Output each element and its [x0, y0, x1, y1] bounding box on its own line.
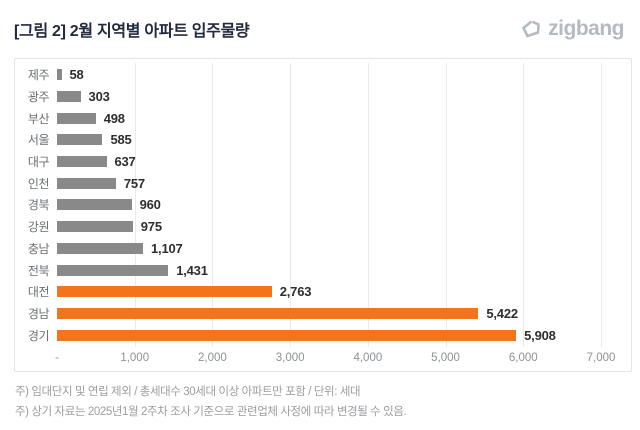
header: [그림 2] 2월 지역별 아파트 입주물량 zigbang	[0, 0, 640, 46]
chart-row: 인천 757	[15, 172, 631, 194]
zigbang-logo: zigbang	[519, 17, 624, 41]
x-tick-label: -	[55, 352, 59, 364]
chart-row: 경기 5,908	[15, 324, 631, 346]
bar-track: 498	[57, 107, 601, 129]
category-label: 충남	[27, 241, 50, 256]
gridline	[445, 63, 447, 347]
category-label: 대전	[27, 285, 50, 300]
chart-row: 부산 498	[15, 107, 631, 129]
bar-track: 637	[57, 151, 601, 173]
bar-track: 757	[57, 172, 601, 194]
gridline	[212, 63, 214, 347]
bar	[57, 134, 103, 146]
chart-row: 제주 58	[15, 64, 631, 86]
chart-row: 강원 975	[15, 216, 631, 238]
category-label: 강원	[27, 220, 50, 235]
bar-track: 1,431	[57, 259, 601, 281]
category-label: 부산	[27, 111, 50, 126]
footnotes: 주) 임대단지 및 연립 제외 / 총세대수 30세대 이상 아파트만 포함 /…	[15, 382, 407, 422]
chart-title: [그림 2] 2월 지역별 아파트 입주물량	[14, 22, 250, 40]
category-label: 대구	[27, 155, 50, 170]
category-label: 전북	[27, 263, 50, 278]
value-label: 498	[103, 110, 125, 126]
value-label: 637	[114, 154, 136, 170]
footnote-line: 주) 임대단지 및 연립 제외 / 총세대수 30세대 이상 아파트만 포함 /…	[15, 386, 361, 398]
bar	[57, 112, 96, 124]
zigbang-house-icon	[519, 17, 543, 41]
bar-track: 960	[57, 194, 601, 216]
chart-rows: 제주 58 광주 303 부산 498 서울 585 대구 637 인천 757 경북 960 강원 975 충…	[15, 64, 631, 346]
gridline	[134, 63, 136, 347]
bar	[57, 69, 62, 81]
bar	[57, 264, 169, 276]
chart-row: 충남 1,107	[15, 238, 631, 260]
value-label: 2,763	[279, 284, 312, 300]
category-label: 경기	[27, 328, 50, 343]
x-axis: - 1,000 2,000 3,000 4,000 5,000 6,000 7,000	[55, 352, 615, 370]
bar	[57, 199, 132, 211]
chart-card: 제주 58 광주 303 부산 498 서울 585 대구 637 인천 757 경북 960 강원 975 충…	[14, 58, 632, 372]
category-label: 제주	[27, 68, 50, 83]
plot-area: 제주 58 광주 303 부산 498 서울 585 대구 637 인천 757 경북 960 강원 975 충…	[15, 59, 631, 371]
category-label: 서울	[27, 133, 50, 148]
value-label: 757	[123, 175, 145, 191]
x-tick-label: 5,000	[431, 352, 460, 364]
category-label: 인천	[27, 176, 50, 191]
bar-track: 2,763	[57, 281, 601, 303]
x-tick-label: 3,000	[275, 352, 305, 364]
bar	[57, 177, 116, 189]
bar-track: 5,908	[57, 324, 601, 346]
value-label: 1,431	[176, 262, 208, 278]
bar	[57, 307, 479, 319]
chart-row: 전북 1,431	[15, 259, 631, 281]
x-tick-label: 7,000	[586, 352, 616, 364]
chart-row: 광주 303	[15, 86, 631, 108]
x-tick-label: 6,000	[508, 352, 538, 364]
bar	[57, 91, 81, 103]
value-label: 960	[139, 197, 161, 213]
value-label: 5,422	[486, 305, 518, 321]
bar	[57, 242, 144, 254]
chart-row: 서울 585	[15, 129, 631, 151]
chart-row: 경남 5,422	[15, 303, 631, 325]
x-tick-label: 4,000	[353, 352, 383, 364]
category-label: 경남	[27, 306, 50, 321]
value-label: 585	[110, 132, 132, 148]
bar	[57, 156, 107, 168]
value-label: 975	[140, 219, 162, 235]
gridline	[367, 63, 369, 347]
gridline	[601, 63, 602, 347]
value-label: 1,107	[151, 240, 183, 256]
gridlines	[57, 63, 602, 347]
zigbang-logo-text: zigbang	[548, 16, 624, 40]
bar-track: 585	[57, 129, 601, 151]
bar-track: 303	[57, 86, 601, 108]
value-label: 303	[88, 89, 110, 105]
bar-track: 58	[57, 64, 601, 86]
gridline	[523, 63, 525, 347]
bar-track: 1,107	[57, 238, 601, 260]
bar	[57, 286, 272, 298]
bar-track: 975	[57, 216, 601, 238]
category-label: 경북	[27, 198, 50, 213]
footnote-line: 주) 상기 자료는 2025년1월 2주차 조사 기준으로 관련업체 사정에 따…	[15, 406, 407, 418]
x-tick-label: 2,000	[198, 352, 227, 364]
gridline	[290, 63, 292, 347]
bar	[57, 329, 517, 341]
chart-row: 대구 637	[15, 151, 631, 173]
value-label: 5,908	[524, 327, 556, 343]
chart-row: 대전 2,763	[15, 281, 631, 303]
value-label: 58	[69, 67, 84, 83]
bar-track: 5,422	[57, 303, 601, 325]
category-label: 광주	[27, 90, 50, 105]
x-tick-label: 1,000	[120, 352, 150, 364]
bar	[57, 221, 133, 233]
chart-row: 경북 960	[15, 194, 631, 216]
